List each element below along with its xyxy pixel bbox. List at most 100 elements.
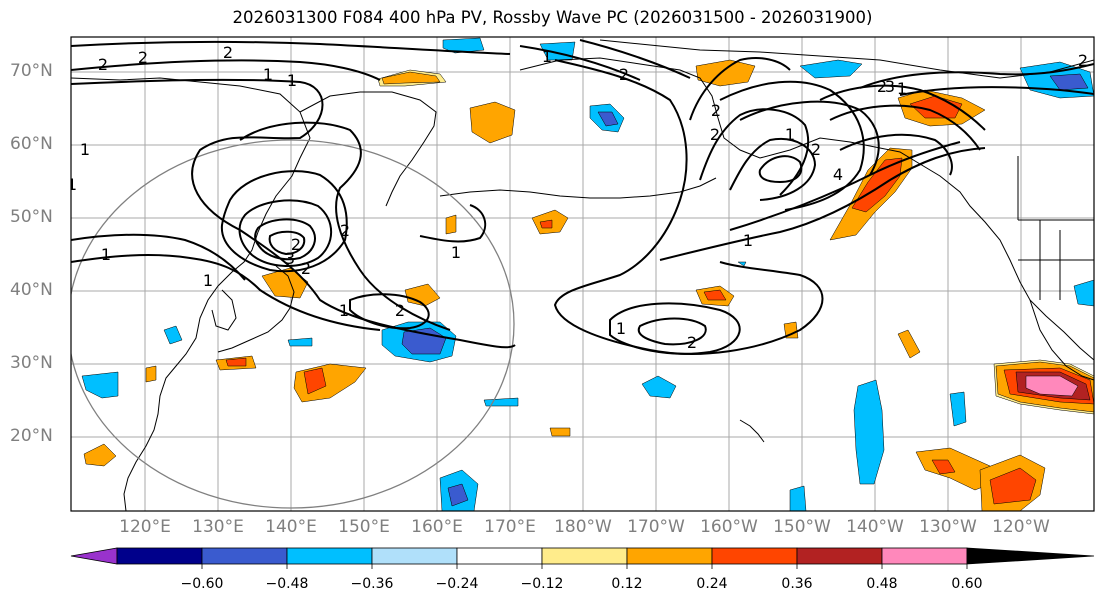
contour-label: 1: [287, 71, 297, 90]
pv-patch: [695, 59, 756, 87]
colorbar-tick-label: −0.36: [350, 576, 394, 592]
contour-label: 4: [833, 165, 843, 184]
colorbar-tick-label: −0.12: [520, 576, 564, 592]
contour-label: 1: [203, 271, 213, 290]
alaska-coast: [519, 57, 1094, 361]
contour-label: 2: [138, 48, 148, 67]
pv-patch: [897, 329, 921, 359]
lat-label: 70°N: [10, 61, 53, 81]
pv-patch: [303, 367, 327, 395]
contour-label: 2: [619, 65, 629, 84]
pv-patch: [261, 267, 309, 299]
contour-label: 1: [339, 301, 349, 320]
colorbar-tick-label: −0.48: [265, 576, 309, 592]
pv-patch: [469, 101, 516, 144]
contour-line: [579, 39, 691, 79]
pv-patch: [83, 443, 117, 467]
pv-patch: [597, 111, 619, 127]
pv-patch: [447, 483, 469, 507]
pv-patch: [287, 337, 313, 347]
contour-label: 1: [616, 319, 626, 338]
map-title: 2026031300 F084 400 hPa PV, Rossby Wave …: [232, 8, 873, 27]
contour-label: 2: [877, 77, 887, 96]
us-borders: [1017, 156, 1094, 300]
hawaii: [739, 419, 765, 443]
contour-label: 1: [542, 47, 552, 66]
contour-line: [71, 254, 381, 331]
asia-coast: [71, 77, 311, 511]
lat-label: 30°N: [10, 353, 53, 373]
contour-label: 3: [885, 77, 895, 96]
pv-patch: [1025, 375, 1079, 397]
contour-line: [238, 199, 333, 267]
contour-label: 2: [1078, 51, 1088, 70]
lon-label: 180°W: [554, 517, 612, 537]
reference-circle: [71, 139, 515, 509]
contour-line: [419, 204, 487, 243]
pv-patch: [539, 219, 553, 229]
contour-line: [839, 133, 953, 176]
contour-label: 1: [897, 79, 907, 98]
lat-label: 50°N: [10, 207, 53, 227]
colorbar-tick-label: 0.60: [951, 576, 983, 592]
pv-patch: [549, 427, 571, 437]
lat-label: 20°N: [10, 426, 53, 446]
contour-label: 2: [711, 101, 721, 120]
pv-patch: [81, 371, 119, 399]
contour-label: 2: [291, 235, 301, 254]
pv-contours: [71, 39, 1094, 355]
pv-patch: [225, 357, 247, 367]
pv-patch: [737, 261, 747, 267]
lon-label: 130°E: [192, 517, 244, 537]
contour-line: [268, 230, 306, 256]
colorbar-swatch: [711, 547, 798, 565]
contour-line: [899, 86, 1094, 96]
pv-patch: [483, 397, 519, 407]
pv-patch: [789, 485, 807, 511]
pv-patch: [401, 327, 447, 355]
colorbar-swatch: [881, 547, 968, 565]
contour-line: [758, 155, 803, 184]
pv-patch: [1049, 73, 1089, 91]
contour-line: [254, 218, 316, 261]
contour-label: 1: [743, 231, 753, 250]
contour-line: [71, 233, 246, 281]
contour-label: 1: [67, 175, 77, 194]
pv-patch: [145, 365, 157, 383]
contour-line: [699, 108, 810, 196]
lon-label: 120°W: [992, 517, 1050, 537]
colorbar-swatch: [626, 547, 713, 565]
lon-label: 170°E: [484, 517, 536, 537]
contour-label: 3: [285, 249, 295, 268]
pv-patch: [641, 375, 677, 399]
map-frame: [70, 36, 1095, 512]
contour-label: 1: [80, 140, 90, 159]
lon-label: 160°W: [700, 517, 758, 537]
lat-label: 60°N: [10, 134, 53, 154]
colorbar-tick-label: 0.48: [866, 576, 898, 592]
lon-label: 120°E: [119, 517, 171, 537]
contour-label: 2: [811, 140, 821, 159]
pv-patch: [783, 321, 799, 339]
contour-line: [609, 302, 741, 355]
colorbar: [70, 547, 1095, 569]
lon-label: 170°W: [627, 517, 685, 537]
contour-label: 1: [451, 243, 461, 262]
contour-label: 2: [395, 301, 405, 320]
contour-label: 2: [710, 125, 720, 144]
pv-patch: [909, 95, 963, 119]
lon-label: 130°W: [919, 517, 977, 537]
colorbar-swatch: [796, 547, 883, 565]
pv-shading: [81, 37, 1094, 511]
contour-line: [519, 45, 641, 81]
lon-label: 150°W: [773, 517, 831, 537]
colorbar-tick-label: 0.24: [696, 576, 728, 592]
contour-label: 1: [101, 245, 111, 264]
lon-label: 160°E: [411, 517, 463, 537]
korea-coast: [211, 289, 237, 331]
colorbar-swatch: [286, 547, 373, 565]
pv-patch: [293, 363, 367, 403]
colorbar-tick-label: −0.60: [180, 576, 224, 592]
colorbar-extend-low: [70, 547, 118, 565]
